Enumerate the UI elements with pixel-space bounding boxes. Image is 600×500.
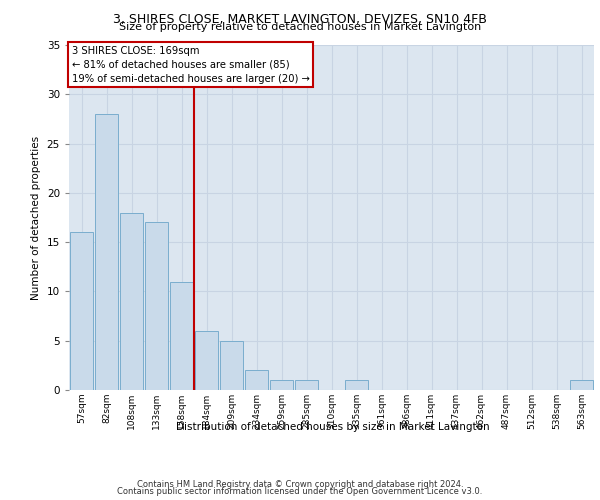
- Text: Distribution of detached houses by size in Market Lavington: Distribution of detached houses by size …: [176, 422, 490, 432]
- Bar: [195, 331, 218, 390]
- Bar: [220, 340, 243, 390]
- Bar: [270, 380, 293, 390]
- Bar: [570, 380, 593, 390]
- Bar: [295, 380, 318, 390]
- Bar: [345, 380, 368, 390]
- Text: Contains public sector information licensed under the Open Government Licence v3: Contains public sector information licen…: [118, 487, 482, 496]
- Bar: [170, 282, 193, 390]
- Text: 3 SHIRES CLOSE: 169sqm
← 81% of detached houses are smaller (85)
19% of semi-det: 3 SHIRES CLOSE: 169sqm ← 81% of detached…: [71, 46, 310, 84]
- Bar: [95, 114, 118, 390]
- Text: 3, SHIRES CLOSE, MARKET LAVINGTON, DEVIZES, SN10 4FB: 3, SHIRES CLOSE, MARKET LAVINGTON, DEVIZ…: [113, 12, 487, 26]
- Text: Contains HM Land Registry data © Crown copyright and database right 2024.: Contains HM Land Registry data © Crown c…: [137, 480, 463, 489]
- Bar: [70, 232, 93, 390]
- Y-axis label: Number of detached properties: Number of detached properties: [31, 136, 41, 300]
- Bar: [120, 212, 143, 390]
- Bar: [245, 370, 268, 390]
- Text: Size of property relative to detached houses in Market Lavington: Size of property relative to detached ho…: [119, 22, 481, 32]
- Bar: [145, 222, 168, 390]
